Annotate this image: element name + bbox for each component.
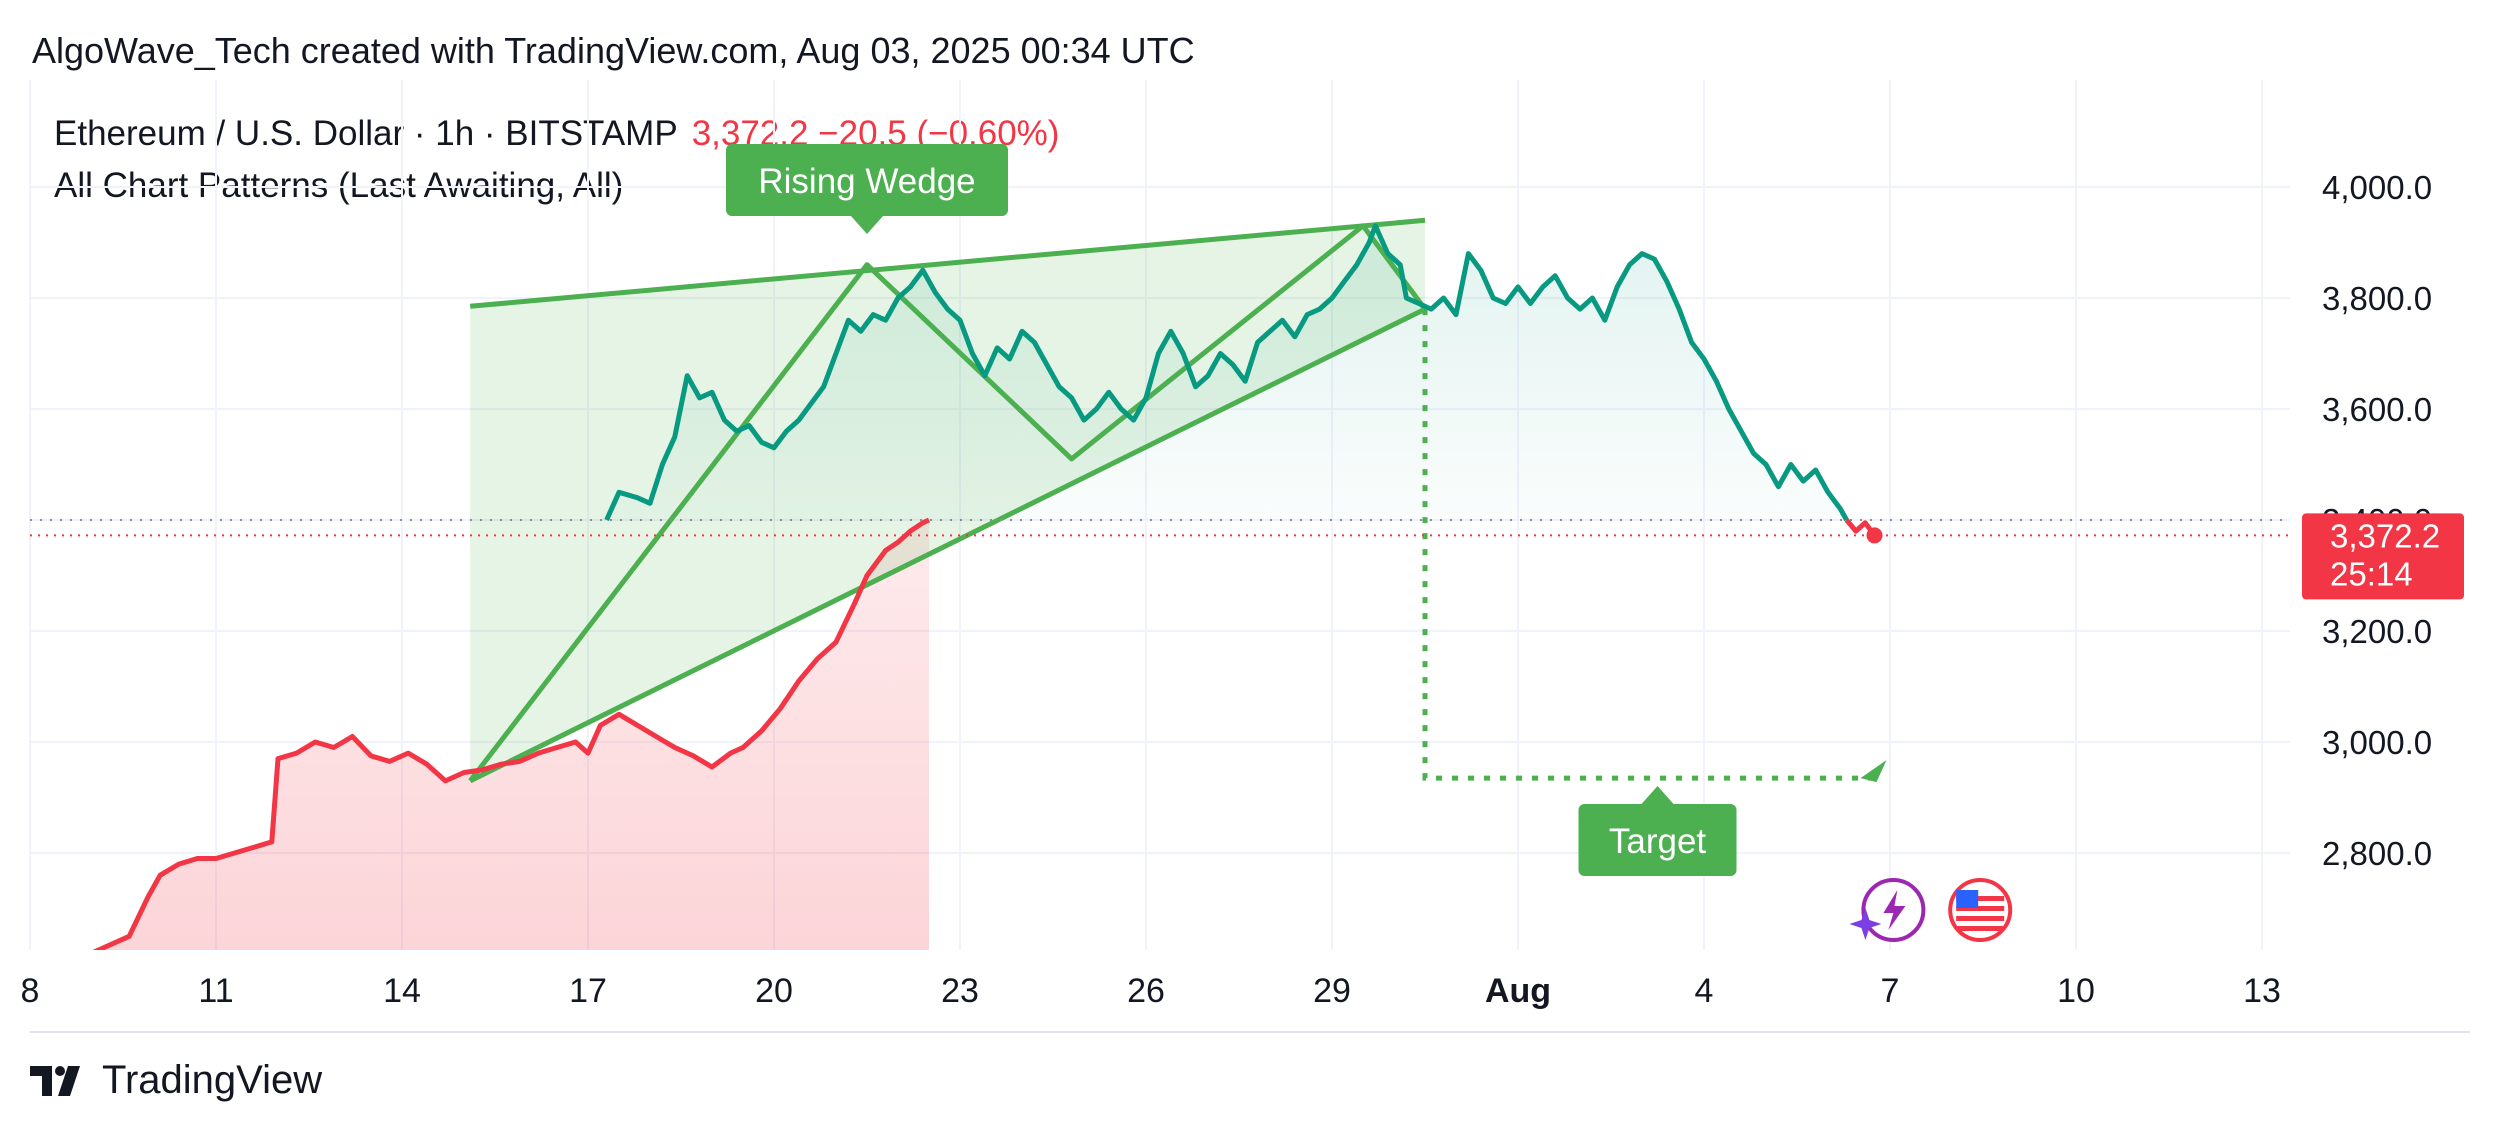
price-tag-value: 3,372.2 (2330, 517, 2440, 554)
target-arrow (1860, 760, 1887, 783)
wedge-zigzag (468, 223, 1428, 783)
attribution-text: AlgoWave_Tech created with TradingView.c… (32, 30, 1195, 71)
series-line-0 (92, 517, 931, 950)
target-label-bg (1578, 804, 1737, 876)
target-label-pointer (1641, 786, 1674, 804)
symbol-title: Ethereum / U.S. Dollar · 1h · BITSTAMP (54, 114, 678, 153)
price-tag-bg (2302, 513, 2464, 600)
x-tick-label: Aug (1485, 972, 1551, 1010)
indicator-legend[interactable]: All Chart Patterns (Last Awaiting, All) (54, 166, 624, 205)
pattern-label-pointer (851, 216, 883, 234)
us-flag-event-icon[interactable] (1948, 878, 2013, 942)
y-tick-label: 2,800.0 (2322, 835, 2432, 872)
price-tag-countdown: 25:14 (2330, 555, 2413, 592)
x-tick-label: 14 (383, 972, 421, 1010)
series-line-1 (604, 223, 1849, 522)
us-flag-stripe (1956, 896, 2005, 901)
wedge-upper-line (469, 217, 1426, 309)
x-tick-label: 17 (569, 972, 607, 1010)
x-tick-label: 4 (1695, 972, 1714, 1010)
last-price-tag: 3,372.225:14 (2302, 513, 2464, 600)
y-tick-label: 3,600.0 (2322, 391, 2432, 428)
x-tick-label: 8 (21, 972, 40, 1010)
wedge-lower-line (469, 306, 1427, 784)
price-chart[interactable]: Rising Wedge Target 8 11 14 17 20 23 26 29 Aug 4 7 1… (0, 0, 2502, 1050)
last-price-dot (1866, 527, 1883, 544)
us-flag-stripe (1956, 926, 2005, 931)
us-flag-stripe (1956, 906, 2005, 911)
x-tick-label: 20 (755, 972, 793, 1010)
y-tick-label: 3,000.0 (2322, 724, 2432, 761)
target-label: Target (1578, 786, 1737, 876)
x-tick-label: 13 (2243, 972, 2281, 1010)
us-flag-canton (1956, 890, 1979, 908)
x-tick-label: 7 (1881, 972, 1900, 1010)
target-projection (1422, 309, 1875, 781)
y-tick-label: 4,000.0 (2322, 169, 2432, 206)
x-tick-label: 26 (1127, 972, 1165, 1010)
pattern-label-bg (726, 144, 1008, 216)
x-axis: 8 11 14 17 20 23 26 29 Aug 4 7 10 13 (21, 972, 2281, 1010)
y-axis: 2,800.03,000.03,200.03,400.03,600.03,800… (2322, 169, 2432, 872)
us-flag-stripe (1956, 916, 2005, 921)
x-tick-label: 10 (2057, 972, 2095, 1010)
x-tick-label: 29 (1313, 972, 1351, 1010)
x-tick-label: 23 (941, 972, 979, 1010)
target-label-text: Target (1609, 822, 1707, 861)
event-markers[interactable] (1849, 878, 2013, 942)
x-tick-label: 11 (198, 972, 233, 1010)
lightning-bolt (1883, 890, 1906, 930)
tradingview-logo-icon (30, 1065, 80, 1096)
lightning-event-icon[interactable] (1849, 878, 1926, 942)
tradingview-brand-text: TradingView (102, 1058, 323, 1102)
y-tick-label: 3,800.0 (2322, 280, 2432, 317)
price-series (30, 223, 2290, 950)
sparkle-shape (1849, 908, 1882, 940)
pattern-label-text: Rising Wedge (758, 162, 975, 201)
footer[interactable]: TradingView (30, 1058, 322, 1103)
pattern-label: Rising Wedge (726, 144, 1008, 234)
y-tick-label: 3,200.0 (2322, 613, 2432, 650)
red-area-fill (30, 520, 929, 950)
